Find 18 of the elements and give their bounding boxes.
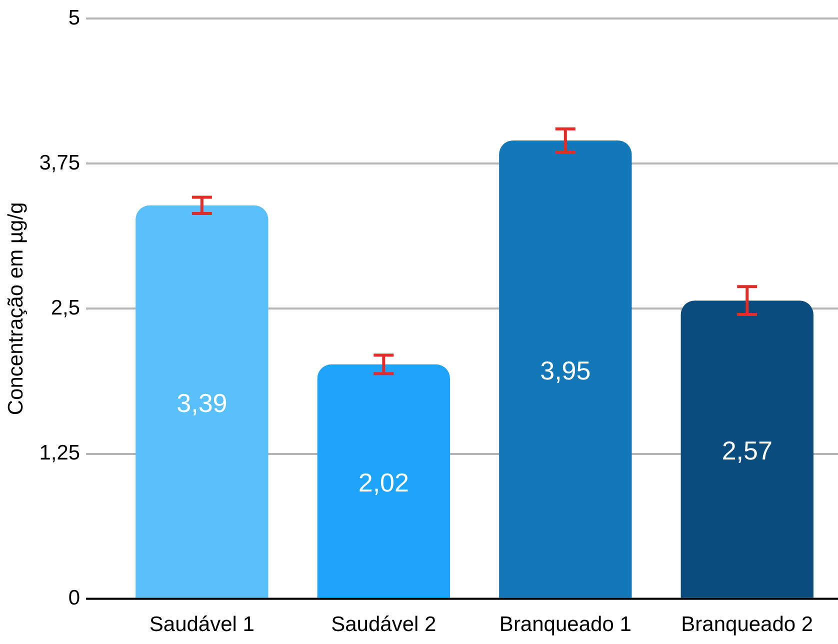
y-tick-label: 3,75 bbox=[39, 151, 80, 174]
x-tick-label: Saudável 2 bbox=[331, 613, 436, 636]
data-label: 3,39 bbox=[176, 388, 228, 418]
x-tick-label: Branqueado 2 bbox=[681, 613, 814, 636]
x-tick-label: Saudável 1 bbox=[149, 613, 254, 636]
y-axis-title: Concentração em µg/g bbox=[4, 202, 28, 416]
data-label: 3,95 bbox=[540, 355, 591, 386]
y-tick-label: 1,25 bbox=[39, 442, 80, 465]
data-label: 2,57 bbox=[722, 435, 772, 466]
bar bbox=[136, 205, 268, 598]
bar bbox=[317, 364, 450, 598]
bar bbox=[499, 140, 632, 598]
y-tick-label: 5 bbox=[68, 6, 80, 30]
x-tick-label: Branqueado 1 bbox=[499, 613, 632, 636]
bar bbox=[680, 300, 814, 598]
data-label: 2,02 bbox=[358, 467, 409, 498]
y-tick-label: 2,5 bbox=[50, 296, 80, 320]
y-tick-label: 0 bbox=[68, 586, 80, 610]
